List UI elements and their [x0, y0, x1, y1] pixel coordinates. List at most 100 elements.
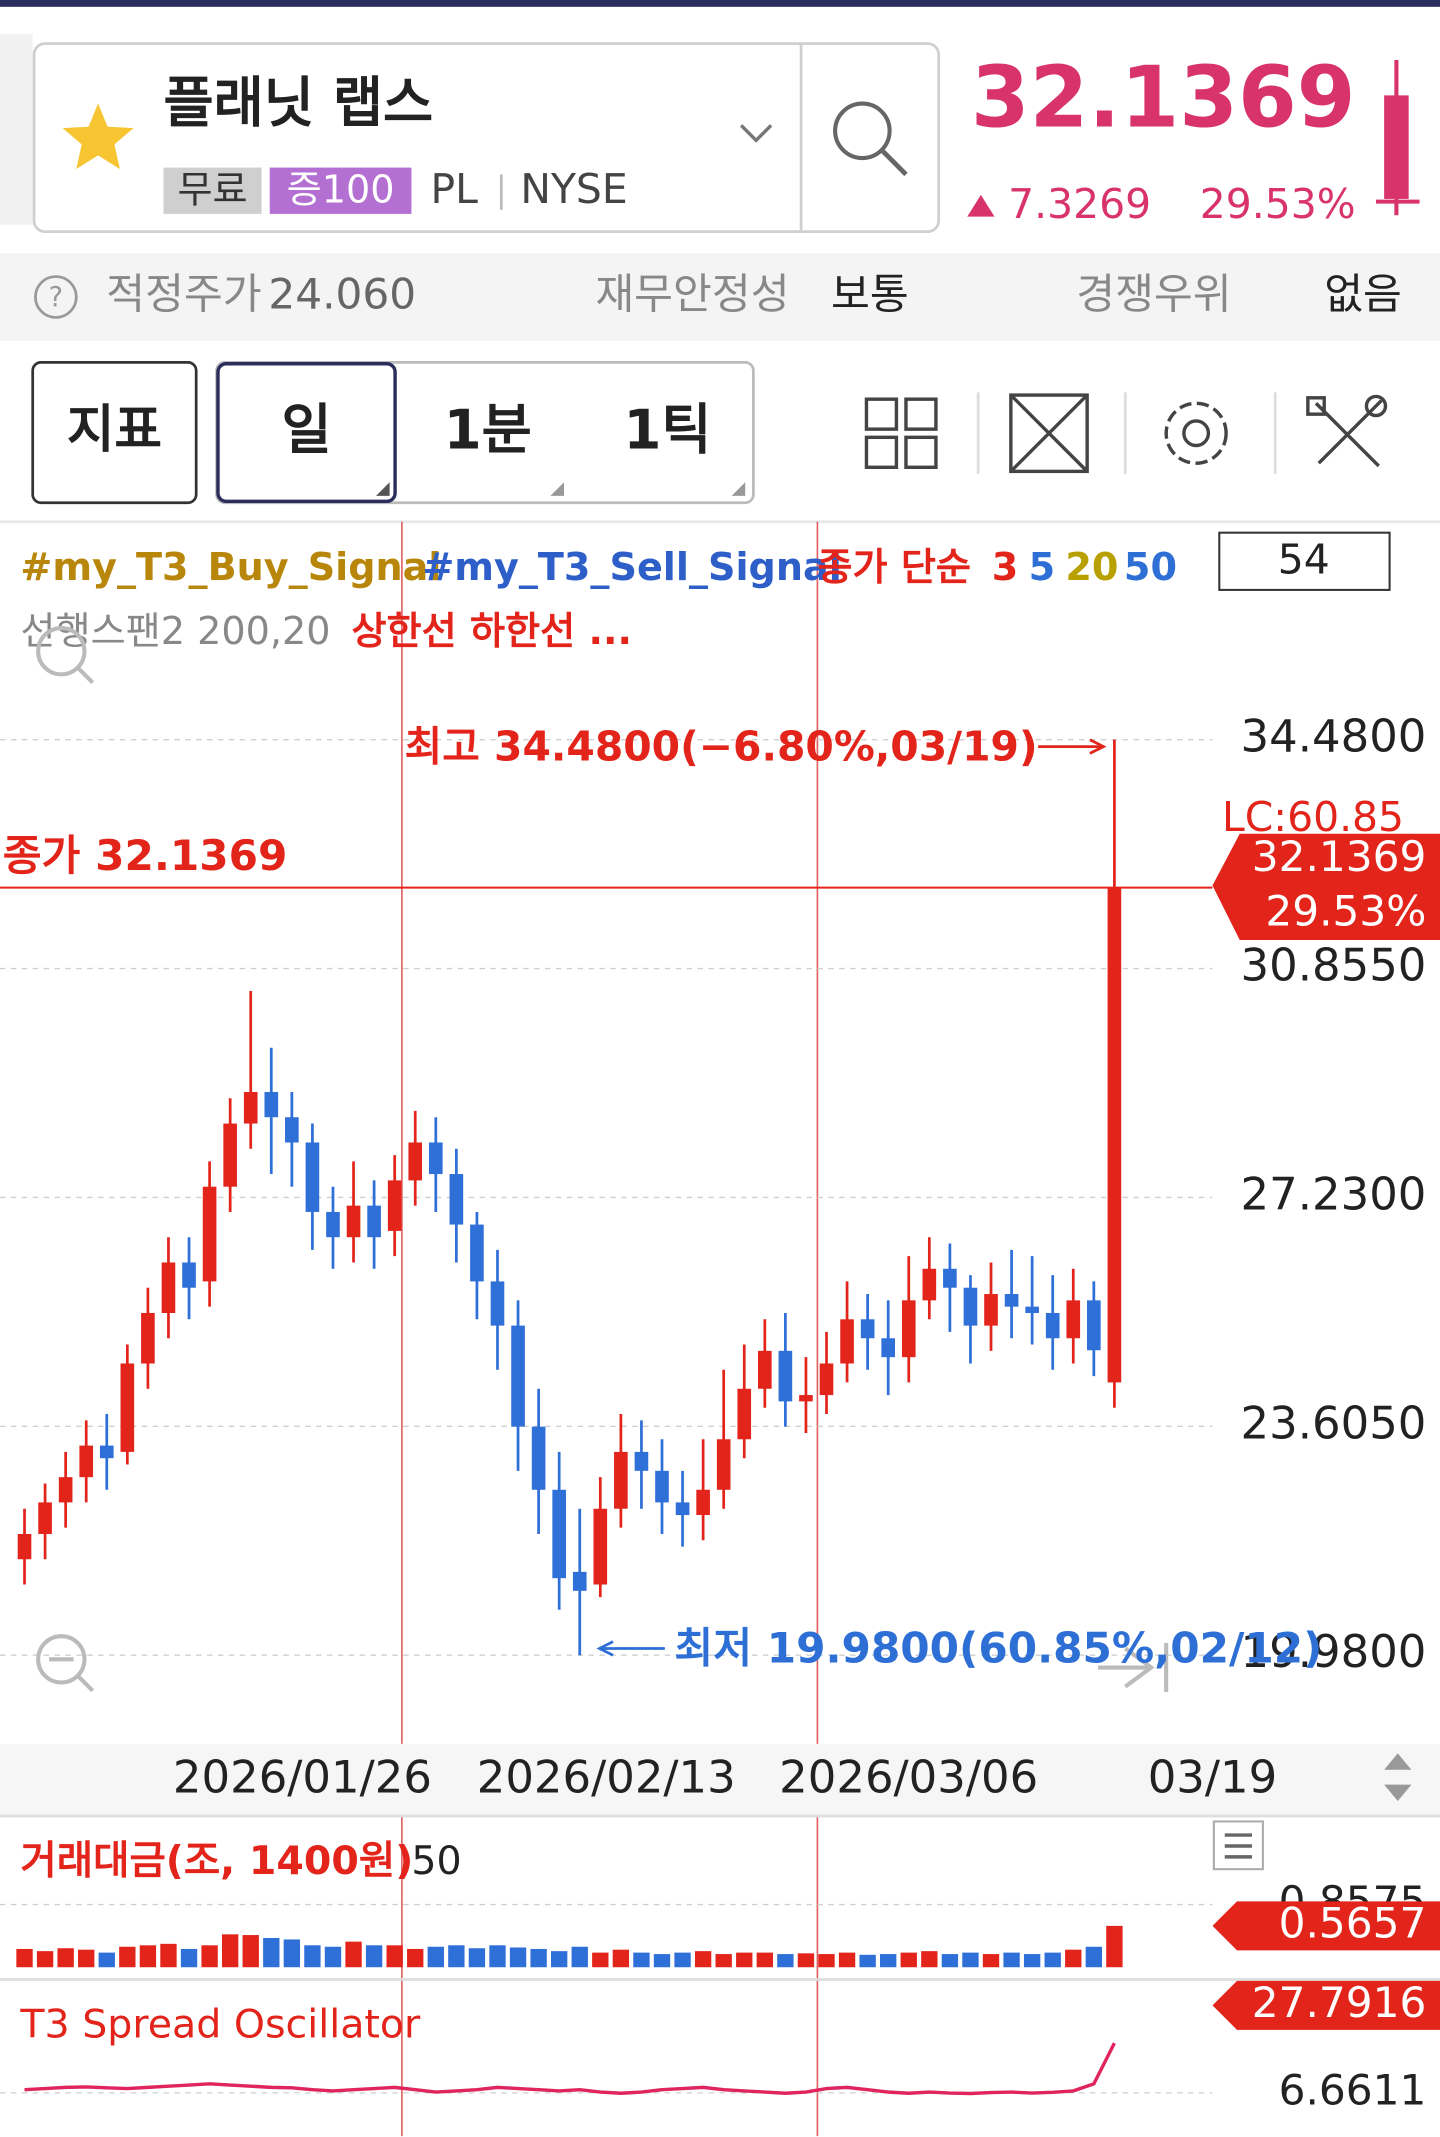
up-arrow [967, 194, 995, 217]
volume-bar [36, 1951, 54, 1968]
volume-bar [304, 1945, 321, 1968]
current-price: 32.1369 [971, 48, 1356, 146]
date-labels: 2026/01/26 2026/02/13 2026/03/06 03/19 [173, 1751, 1277, 1804]
fullscreen-icon[interactable] [1009, 393, 1089, 474]
volume-bar [16, 1948, 33, 1968]
candle-body [285, 1117, 299, 1143]
settings-icon[interactable] [1164, 401, 1228, 465]
volume-bar [962, 1952, 979, 1968]
legend-entry: 종가 단순 [817, 545, 971, 589]
scroll-down[interactable] [1384, 1784, 1412, 1802]
volume-bar [180, 1948, 198, 1968]
volume-bar [818, 1954, 835, 1968]
candle-body [305, 1142, 320, 1212]
volume-bar [365, 1945, 383, 1968]
candle-body [943, 1268, 957, 1288]
volume-title: 거래대금(조, 1400원) [20, 1838, 413, 1884]
dropdown-icon[interactable] [739, 124, 773, 143]
y-tick-label: 27.2300 [1241, 1167, 1427, 1220]
candle-body [346, 1205, 361, 1238]
candle-body [1087, 1300, 1101, 1351]
scroll-up[interactable] [1384, 1753, 1412, 1770]
volume-bar [407, 1948, 424, 1968]
info-bar [0, 253, 1440, 341]
candle-body [758, 1350, 772, 1389]
help-icon[interactable] [34, 275, 78, 319]
volume-bar [468, 1948, 486, 1968]
volume-bar [653, 1954, 671, 1968]
candle-body [79, 1445, 94, 1478]
period-selected[interactable] [216, 362, 397, 504]
scroll-end-icon[interactable] [1098, 1643, 1169, 1693]
side-tab[interactable] [0, 34, 33, 225]
candle-body [963, 1287, 978, 1326]
last-pct: 29.53% [1265, 887, 1426, 936]
x-tick-label: 2026/03/06 [779, 1751, 1038, 1804]
volume-bar [1023, 1954, 1041, 1968]
annotation-arrow-head [596, 1640, 614, 1657]
search-icon[interactable] [833, 101, 892, 161]
candle-body [922, 1268, 937, 1301]
annotation-arrow-head [1089, 738, 1107, 755]
candle-body [470, 1224, 484, 1282]
volume-bar [797, 1953, 815, 1968]
legend-entry: 20 [1065, 545, 1118, 589]
info-label: 재무안정성 [595, 270, 789, 319]
volume-tag [1212, 1901, 1440, 1951]
info-value: 보통 [831, 270, 909, 319]
stock-name: 플래닛 랩스 [163, 70, 433, 134]
candle-body [675, 1502, 690, 1516]
tools-icon[interactable] [1306, 394, 1388, 468]
volume-bar [633, 1952, 650, 1968]
volume-bar [57, 1948, 74, 1968]
candle-body [737, 1388, 752, 1440]
volume-bar [1106, 1925, 1123, 1968]
favorite-star[interactable] [62, 103, 134, 169]
candle-body [1045, 1312, 1060, 1339]
volume-bar [941, 1954, 959, 1968]
indicator-button[interactable] [31, 361, 198, 505]
volume-bar [880, 1954, 897, 1968]
candle-body [984, 1294, 998, 1326]
candle-body [1025, 1306, 1039, 1313]
volume-bar [448, 1945, 465, 1968]
legend-entry: 3 [992, 545, 1019, 589]
info-label: 경쟁우위 [1076, 270, 1231, 319]
volume-bar [736, 1952, 753, 1968]
candle-body [1107, 887, 1122, 1383]
candle-body [901, 1300, 916, 1358]
legend-entry: 선행스팬2 200,20 [20, 609, 330, 653]
candle-body [326, 1211, 340, 1238]
volume-bar [777, 1954, 794, 1968]
period-tab[interactable]: 1틱 [624, 397, 712, 461]
count-box[interactable] [1218, 531, 1391, 591]
zoom-out-icon[interactable] [36, 1634, 95, 1693]
zoom-in-icon[interactable] [36, 626, 95, 684]
info-value: 24.060 [268, 270, 416, 319]
volume-bar [201, 1945, 218, 1968]
candle-body [1004, 1294, 1019, 1307]
last-price: 32.1369 [1252, 832, 1427, 881]
layout-icon[interactable] [864, 397, 938, 469]
badge: 무료 [177, 168, 247, 212]
legend-entry: 상한선 하한선 ... [351, 609, 631, 653]
oscillator-title: T3 Spread Oscillator [19, 2002, 421, 2048]
period-tab[interactable]: 일 [281, 397, 331, 461]
exchange: NYSE [520, 165, 627, 213]
volume-bar [715, 1954, 732, 1968]
volume-bar [838, 1952, 856, 1968]
volume-bar [139, 1945, 157, 1968]
volume-bar [674, 1952, 691, 1968]
candle-body [860, 1319, 875, 1339]
count-label: 54 [1278, 536, 1330, 584]
volume-bar [509, 1947, 527, 1968]
x-tick-label: 2026/01/26 [173, 1751, 432, 1804]
y-tick-label: 6.6611 [1279, 2065, 1427, 2114]
legend-entry: 5 [1029, 545, 1056, 589]
period-tab[interactable]: 1분 [444, 397, 532, 461]
high-annotation: 최고 34.4800(−6.80%,03/19) [405, 722, 1038, 770]
candle-body [449, 1174, 464, 1225]
candle-body [264, 1091, 279, 1118]
